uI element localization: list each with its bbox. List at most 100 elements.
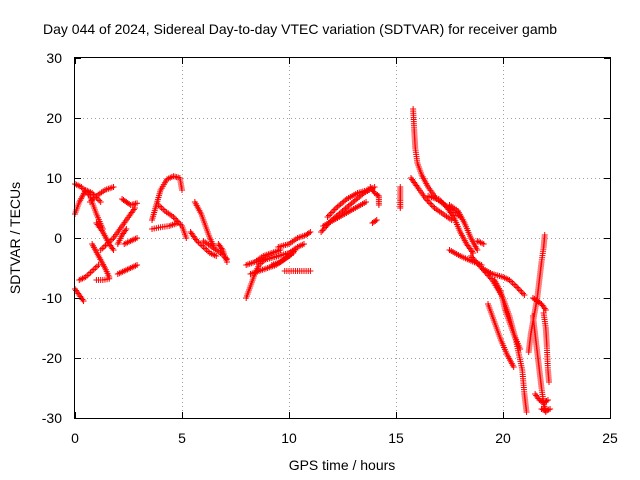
data-point <box>96 197 103 204</box>
data-point <box>131 205 138 211</box>
series-arc-45 <box>525 232 548 355</box>
series-arc-09 <box>93 220 117 253</box>
data-point <box>331 206 338 213</box>
x-tick-label: 0 <box>71 430 79 446</box>
x-tick-label: 10 <box>281 430 297 446</box>
data-point <box>183 235 190 241</box>
data-point <box>179 187 185 193</box>
data-point <box>328 209 335 216</box>
x-tick-label: 20 <box>495 430 511 446</box>
data-point <box>325 212 332 219</box>
data-point <box>319 227 326 234</box>
data-point <box>134 262 141 268</box>
data-point <box>106 275 113 282</box>
x-tick-label: 5 <box>178 430 186 446</box>
data-point <box>518 289 525 295</box>
series-arc-17 <box>187 229 220 259</box>
series-arc-07 <box>86 184 117 205</box>
y-tick-label: 10 <box>46 170 62 186</box>
x-tick-labels: 0 5 10 15 20 25 <box>71 430 618 446</box>
series-arc-16 <box>155 202 190 241</box>
axis-ticks <box>75 58 611 419</box>
data-point <box>97 199 104 205</box>
data-point <box>300 241 307 247</box>
series-arc-40 <box>467 253 528 298</box>
series-arc-34 <box>410 106 440 202</box>
data-point <box>305 230 312 236</box>
series-arc-12 <box>114 262 141 277</box>
data-point <box>176 220 183 226</box>
data-point <box>110 184 117 190</box>
series-arc-14 <box>149 173 185 223</box>
data-point <box>539 406 546 413</box>
data-points <box>72 106 554 415</box>
series-arc-48 <box>532 391 551 406</box>
data-point <box>474 247 481 253</box>
data-point <box>515 286 522 292</box>
data-point <box>517 287 524 294</box>
data-point <box>373 217 380 223</box>
data-point <box>292 247 299 253</box>
series-arc-20 <box>215 241 230 265</box>
series-arc-25 <box>268 247 299 268</box>
y-tick-label: -20 <box>42 350 62 366</box>
data-point <box>545 406 552 413</box>
x-tick-label: 25 <box>602 430 618 446</box>
y-tick-label: 30 <box>46 50 62 66</box>
data-point <box>375 202 382 208</box>
y-axis-label: SDTVAR / TECUs <box>7 182 23 294</box>
series-arc-44 <box>474 238 487 247</box>
data-point <box>80 298 87 304</box>
data-point <box>546 379 553 385</box>
data-point <box>480 241 487 247</box>
series-arc-38 <box>446 202 481 253</box>
data-point <box>538 406 545 412</box>
data-point <box>543 398 550 404</box>
plot-frame <box>74 57 611 419</box>
series-arc-10 <box>114 226 130 247</box>
data-point <box>544 397 551 403</box>
data-point <box>327 211 334 217</box>
data-point <box>123 226 130 232</box>
data-point <box>430 203 437 210</box>
data-point <box>330 208 337 214</box>
series-arc-43 <box>491 277 524 352</box>
y-tick-labels: -30 -20 -10 0 10 20 30 <box>42 50 62 426</box>
data-point <box>521 292 528 298</box>
series-arc-35 <box>407 175 455 223</box>
data-point <box>547 406 554 412</box>
y-tick-label: -30 <box>42 410 62 426</box>
series-arc-26 <box>281 268 314 274</box>
data-point <box>372 218 379 224</box>
data-point <box>213 253 220 259</box>
series-arc-29 <box>324 187 372 220</box>
data-point <box>542 407 549 414</box>
series-arc-50 <box>538 406 554 414</box>
data-point <box>307 268 314 274</box>
series-arc-33 <box>397 184 404 211</box>
data-point <box>541 232 548 238</box>
x-tick-label: 15 <box>388 430 404 446</box>
y-tick-label: 20 <box>46 110 62 126</box>
data-point <box>307 229 314 235</box>
data-point <box>514 284 521 291</box>
data-point <box>110 247 117 253</box>
data-point <box>374 192 381 198</box>
data-point <box>425 199 432 205</box>
series-arc-49 <box>540 310 553 385</box>
data-point <box>397 205 404 211</box>
series-arc-05 <box>89 241 113 280</box>
data-point <box>134 200 141 207</box>
y-tick-label: 0 <box>54 230 62 246</box>
data-point <box>523 409 530 415</box>
data-point <box>223 259 230 265</box>
data-point <box>510 364 517 370</box>
data-point <box>134 235 141 241</box>
data-point <box>171 215 178 222</box>
series-arc-42 <box>485 301 517 370</box>
data-point <box>427 200 434 207</box>
series-arc-04 <box>76 262 102 283</box>
x-axis-label: GPS time / hours <box>289 457 396 473</box>
data-point <box>544 407 551 414</box>
